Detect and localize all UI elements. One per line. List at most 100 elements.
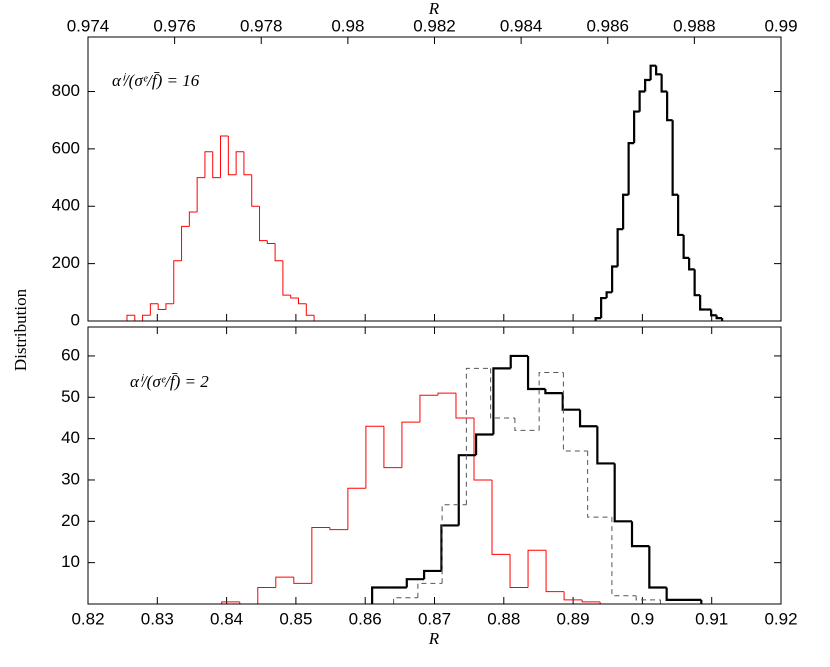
histogram-step bbox=[401, 421, 420, 468]
histogram-step bbox=[490, 368, 515, 419]
histogram-step bbox=[393, 597, 418, 604]
histogram-step bbox=[527, 549, 547, 588]
x-tick-label: 0.978 bbox=[240, 16, 283, 35]
histogram-step bbox=[212, 151, 221, 179]
histogram-step bbox=[257, 586, 276, 604]
histogram-step bbox=[465, 367, 491, 505]
x-tick-label: 0.9 bbox=[631, 609, 655, 628]
y-tick-label: 20 bbox=[61, 511, 80, 530]
histogram-step bbox=[423, 569, 442, 580]
histogram-step bbox=[134, 315, 143, 322]
histogram-step bbox=[251, 174, 260, 207]
x-tick-label: 0.86 bbox=[349, 609, 382, 628]
histogram-step bbox=[311, 527, 330, 584]
bottom-x-axis-label: R bbox=[428, 629, 440, 648]
histogram-step bbox=[587, 451, 612, 518]
histogram-step bbox=[165, 303, 174, 310]
x-tick-label: 0.988 bbox=[673, 16, 716, 35]
histogram-step bbox=[613, 463, 633, 523]
annotation: αⁱ/(σᵉ/f̄) = 2 bbox=[130, 372, 209, 391]
x-tick-label: 0.82 bbox=[71, 609, 104, 628]
histogram-step bbox=[655, 65, 662, 76]
histogram-step bbox=[441, 504, 467, 584]
histogram-step bbox=[648, 546, 667, 589]
histogram-step bbox=[666, 91, 673, 122]
histogram-step bbox=[204, 151, 213, 178]
histogram-step bbox=[671, 120, 679, 196]
histogram-step bbox=[157, 303, 166, 311]
histogram-step bbox=[347, 487, 366, 530]
histogram-step bbox=[594, 317, 602, 321]
histogram-step bbox=[297, 298, 307, 305]
histogram-step bbox=[142, 314, 151, 321]
histogram-step bbox=[126, 314, 135, 321]
histogram-step bbox=[329, 527, 348, 531]
histogram-step bbox=[259, 206, 268, 242]
histogram-step bbox=[561, 393, 581, 411]
histogram-step bbox=[440, 524, 459, 571]
y-tick-label: 60 bbox=[61, 345, 80, 364]
histogram-step bbox=[305, 303, 315, 316]
y-tick-label: 0 bbox=[71, 310, 80, 329]
plot-frame bbox=[87, 326, 782, 605]
histogram-step bbox=[509, 354, 529, 369]
x-tick-label: 0.87 bbox=[418, 609, 451, 628]
histogram-step bbox=[365, 425, 384, 489]
histogram-step bbox=[710, 309, 717, 317]
histogram-step bbox=[275, 576, 294, 588]
x-tick-label: 0.91 bbox=[695, 609, 728, 628]
histogram-step bbox=[282, 260, 291, 296]
x-tick-label: 0.986 bbox=[586, 16, 629, 35]
histogram-step bbox=[715, 315, 723, 320]
histogram-step bbox=[605, 291, 613, 299]
histogram-step bbox=[221, 601, 240, 604]
histogram-step bbox=[635, 595, 661, 601]
y-tick-label: 200 bbox=[52, 253, 80, 272]
histogram-step bbox=[563, 591, 583, 601]
histogram-step bbox=[682, 234, 690, 259]
histogram-step bbox=[405, 578, 425, 588]
histogram-step bbox=[600, 296, 607, 319]
histogram-step bbox=[383, 426, 402, 469]
histogram-step bbox=[562, 372, 588, 452]
x-tick-label: 0.974 bbox=[67, 16, 110, 35]
histogram-step bbox=[644, 78, 651, 92]
histogram-step bbox=[492, 367, 511, 435]
histogram-step bbox=[227, 135, 237, 176]
histogram-step bbox=[455, 393, 475, 419]
histogram-step bbox=[622, 193, 629, 230]
histogram-step bbox=[235, 151, 244, 175]
histogram-step bbox=[188, 211, 198, 227]
x-tick-label: 0.85 bbox=[279, 609, 312, 628]
x-tick-label: 0.98 bbox=[331, 16, 364, 35]
histogram-step bbox=[627, 142, 635, 195]
x-tick-label: 0.984 bbox=[500, 16, 543, 35]
histogram-step bbox=[660, 74, 668, 93]
y-axis-label: Distribution bbox=[11, 288, 30, 371]
histogram-step bbox=[243, 151, 252, 176]
histogram-step bbox=[544, 389, 563, 395]
histogram-step bbox=[649, 64, 657, 81]
histogram-step bbox=[220, 135, 229, 178]
x-tick-label: 0.88 bbox=[487, 609, 520, 628]
y-tick-label: 600 bbox=[52, 138, 80, 157]
histogram-step bbox=[491, 479, 511, 555]
x-tick-label: 0.982 bbox=[413, 16, 456, 35]
y-tick-label: 10 bbox=[61, 552, 80, 571]
histogram-step bbox=[437, 392, 456, 396]
histogram-step bbox=[538, 371, 564, 431]
histogram-step bbox=[665, 587, 684, 601]
histogram-step bbox=[419, 394, 438, 423]
histogram-step bbox=[545, 550, 565, 593]
y-tick-label: 30 bbox=[61, 469, 80, 488]
x-tick-label: 0.89 bbox=[557, 609, 590, 628]
histogram-step bbox=[473, 417, 493, 481]
histogram-step bbox=[699, 295, 706, 311]
histogram-step bbox=[578, 409, 598, 428]
histogram-step bbox=[149, 303, 159, 316]
histogram-step bbox=[633, 110, 640, 144]
x-tick-label: 0.92 bbox=[764, 609, 797, 628]
histogram-step bbox=[677, 194, 684, 237]
x-tick-label: 0.84 bbox=[210, 609, 243, 628]
